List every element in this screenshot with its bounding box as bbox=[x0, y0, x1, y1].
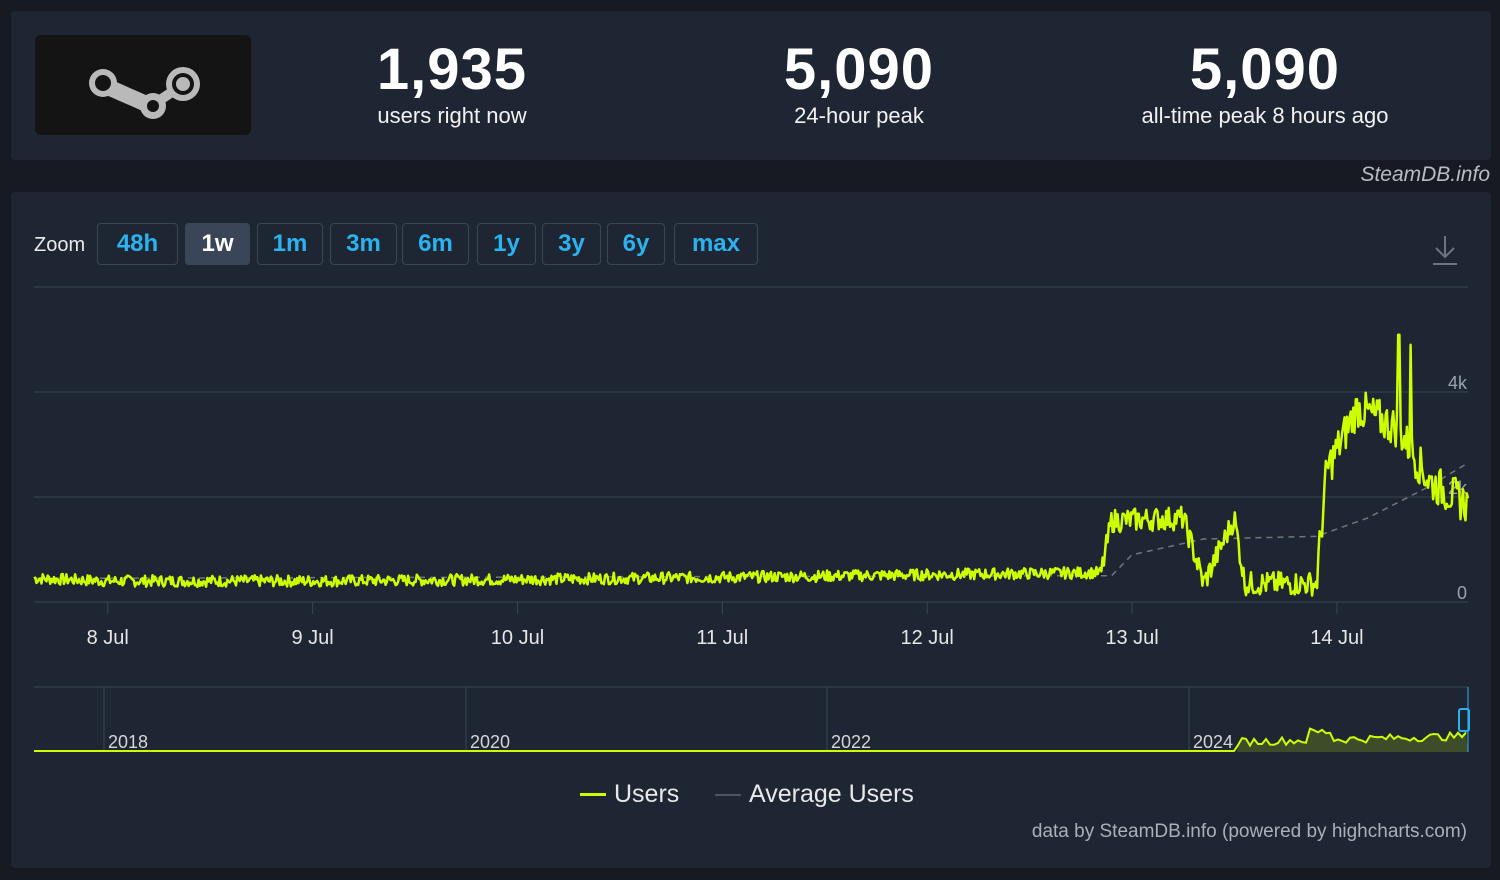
navigator-year-label: 2020 bbox=[470, 732, 510, 752]
peak24-value: 5,090 bbox=[783, 37, 935, 102]
stats-panel: 1,935 users right now 5,090 24-hour peak… bbox=[11, 11, 1491, 160]
zoom-button-max[interactable]: max bbox=[674, 223, 758, 265]
legend-average-users[interactable]: Average Users bbox=[715, 780, 914, 809]
current-users-label: users right now bbox=[377, 103, 527, 128]
x-tick-label: 8 Jul bbox=[87, 627, 129, 649]
navigator-year-label: 2024 bbox=[1193, 732, 1233, 752]
zoom-button-1w[interactable]: 1w bbox=[185, 223, 250, 265]
legend-average-swatch bbox=[715, 793, 741, 796]
navigator-year-label: 2022 bbox=[831, 732, 871, 752]
zoom-button-6m[interactable]: 6m bbox=[402, 223, 469, 265]
navigator-series bbox=[34, 727, 1467, 752]
x-tick-label: 10 Jul bbox=[491, 627, 544, 649]
zoom-label: Zoom bbox=[34, 234, 86, 256]
navigator-handle[interactable] bbox=[1458, 708, 1470, 732]
steam-logo[interactable] bbox=[35, 35, 251, 135]
y-tick-label: 4k bbox=[1448, 373, 1468, 393]
x-tick-label: 13 Jul bbox=[1105, 627, 1158, 649]
legend-users-swatch bbox=[580, 793, 606, 796]
legend-users-label: Users bbox=[614, 780, 680, 808]
zoom-button-1m[interactable]: 1m bbox=[257, 223, 323, 265]
chart-legend: Users Average Users bbox=[11, 780, 1491, 816]
alltime-value: 5,090 bbox=[1189, 37, 1341, 102]
navigator[interactable] bbox=[34, 687, 1468, 752]
steamdb-brand-tag[interactable]: SteamDB.info bbox=[1360, 163, 1490, 186]
alltime-label: all-time peak 8 hours ago bbox=[1141, 103, 1389, 128]
zoom-button-6y[interactable]: 6y bbox=[607, 223, 665, 265]
stat-current-users: 1,935 users right now bbox=[252, 37, 652, 129]
peak24-label: 24-hour peak bbox=[794, 103, 924, 128]
zoom-button-3y[interactable]: 3y bbox=[542, 223, 601, 265]
x-tick-label: 14 Jul bbox=[1310, 627, 1363, 649]
steam-logo-icon bbox=[89, 67, 200, 119]
stat-alltime-peak: 5,090 all-time peak 8 hours ago bbox=[1065, 37, 1465, 129]
download-icon[interactable] bbox=[1429, 232, 1461, 268]
x-tick-label: 12 Jul bbox=[900, 627, 953, 649]
current-users-value: 1,935 bbox=[376, 37, 528, 102]
legend-average-label: Average Users bbox=[749, 780, 914, 808]
zoom-button-48h[interactable]: 48h bbox=[97, 223, 178, 265]
series-average-users[interactable] bbox=[33, 462, 1469, 580]
chart-credit[interactable]: data by SteamDB.info (powered by highcha… bbox=[1031, 821, 1467, 842]
zoom-button-3m[interactable]: 3m bbox=[330, 223, 397, 265]
navigator-area bbox=[1237, 728, 1468, 752]
navigator-year-label: 2018 bbox=[108, 732, 148, 752]
chart-panel: Zoom 48h 1w 1m 3m 6m 1y 3y 6y max 0 2k 4k 8 Jul 9 Ju… bbox=[11, 192, 1491, 868]
stat-24h-peak: 5,090 24-hour peak bbox=[659, 37, 1059, 129]
x-tick-label: 9 Jul bbox=[291, 627, 333, 649]
series-users[interactable] bbox=[33, 333, 1470, 597]
y-tick-label: 0 bbox=[1457, 583, 1467, 603]
x-tick-label: 11 Jul bbox=[696, 627, 748, 649]
legend-users[interactable]: Users bbox=[580, 780, 679, 809]
zoom-button-1y[interactable]: 1y bbox=[477, 223, 536, 265]
